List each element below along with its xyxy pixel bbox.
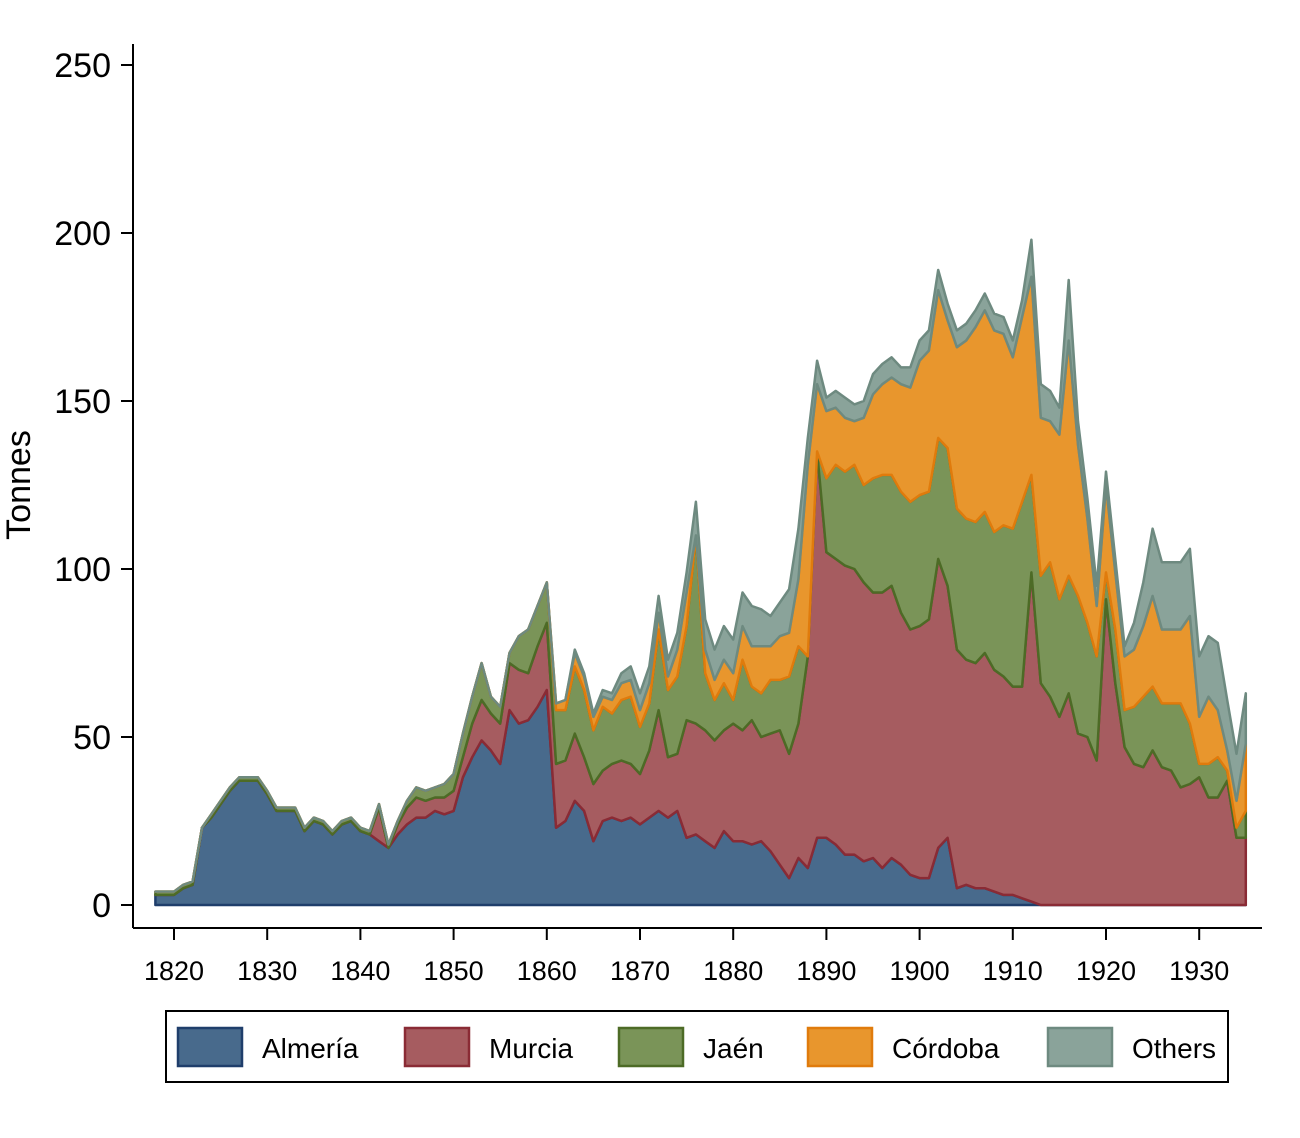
legend-swatch <box>176 1026 244 1068</box>
legend-label: Others <box>1132 1033 1216 1064</box>
x-axis-ticks: 1820 1830 1840 1850 1860 1870 1880 1890 1900 1910… <box>144 928 1229 986</box>
legend: Almería Murcia Jaén Córdoba Others <box>165 1010 1229 1083</box>
x-tick-label: 1880 <box>703 956 763 986</box>
legend-label: Córdoba <box>892 1033 1000 1064</box>
legend-swatch <box>806 1026 874 1068</box>
x-tick-label: 1840 <box>330 956 390 986</box>
y-tick-label: 0 <box>92 887 111 925</box>
x-tick-label: 1830 <box>237 956 297 986</box>
legend-item: Almería <box>176 1026 359 1068</box>
legend-label: Murcia <box>489 1033 573 1064</box>
y-tick-label: 200 <box>54 215 111 253</box>
y-tick-label: 50 <box>73 719 111 757</box>
legend-item: Murcia <box>403 1026 573 1068</box>
x-tick-label: 1820 <box>144 956 204 986</box>
x-tick-label: 1920 <box>1076 956 1136 986</box>
x-tick-label: 1910 <box>983 956 1043 986</box>
area-others <box>154 238 1248 893</box>
legend-label: Almería <box>262 1033 359 1064</box>
legend-item: Jaén <box>617 1026 764 1068</box>
legend-item: Córdoba <box>806 1026 1000 1068</box>
y-tick-label: 250 <box>54 47 111 85</box>
area-series-group <box>154 238 1248 907</box>
x-tick-label: 1930 <box>1169 956 1229 986</box>
y-axis-title: Tonnes <box>0 430 38 540</box>
y-tick-label: 100 <box>54 551 111 589</box>
y-tick-label: 150 <box>54 383 111 421</box>
legend-swatch <box>1046 1026 1114 1068</box>
x-tick-label: 1900 <box>890 956 950 986</box>
legend-label: Jaén <box>703 1033 764 1064</box>
x-tick-label: 1860 <box>517 956 577 986</box>
x-tick-label: 1870 <box>610 956 670 986</box>
x-tick-label: 1850 <box>424 956 484 986</box>
legend-swatch <box>617 1026 685 1068</box>
legend-item: Others <box>1046 1026 1216 1068</box>
x-tick-label: 1890 <box>796 956 856 986</box>
legend-swatch <box>403 1026 471 1068</box>
y-axis-ticks: 0 50 100 150 200 250 <box>54 47 133 925</box>
axes-group: 0 50 100 150 200 250 1820 1830 1840 1850 1860 1870… <box>54 44 1262 986</box>
